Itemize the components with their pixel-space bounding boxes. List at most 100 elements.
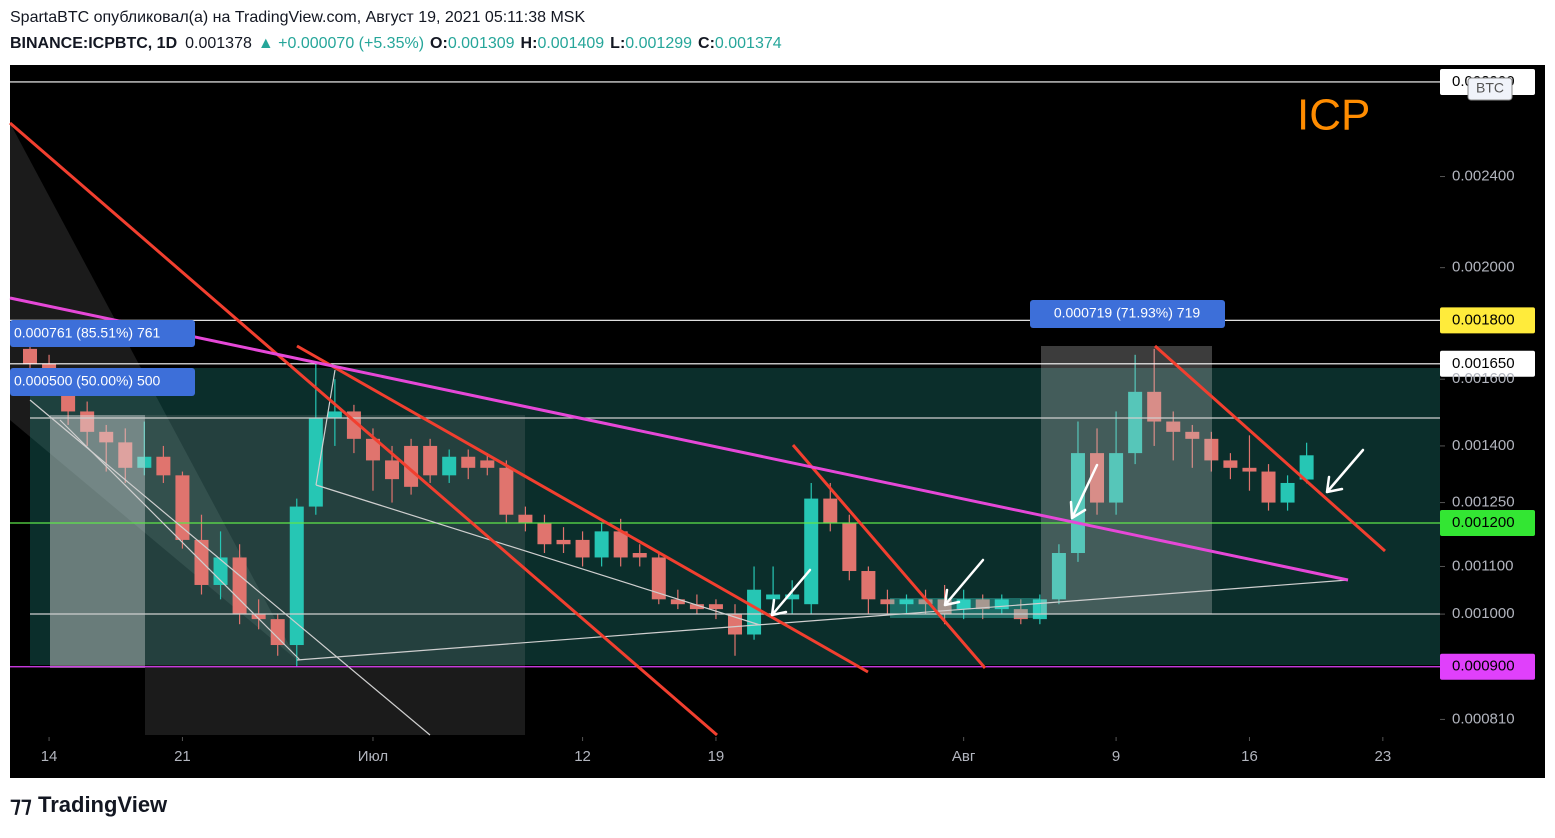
candle-body — [594, 531, 609, 558]
candle-body — [137, 456, 152, 468]
x-tick-label: 16 — [1241, 748, 1258, 765]
x-tick-label: Июл — [358, 748, 388, 765]
candle-body — [1051, 553, 1066, 600]
candle-body — [80, 411, 95, 432]
candle-body — [728, 614, 743, 635]
candle-body — [156, 456, 171, 476]
annotation-box — [10, 368, 195, 396]
annotation-box — [1030, 300, 1225, 328]
candle-body — [994, 599, 1009, 610]
candle-body — [1109, 453, 1124, 503]
candle-body — [861, 571, 876, 600]
range-box — [890, 598, 1040, 618]
annotation: 0.000761 (85.51%) 761 — [14, 325, 161, 341]
x-tick-label: 12 — [574, 748, 591, 765]
candle-body — [975, 599, 990, 610]
level-label: 0.001800 — [1452, 311, 1515, 328]
candle-body — [1090, 453, 1105, 503]
candle-body — [1261, 471, 1276, 503]
candle-body — [423, 445, 438, 476]
candle-body — [613, 531, 628, 558]
candle-body — [1166, 421, 1181, 432]
currency: BTC — [1476, 80, 1504, 96]
x-tick-label: 21 — [174, 748, 191, 765]
candle-body — [1185, 431, 1200, 439]
l-value: 0.001299 — [625, 35, 692, 52]
level-label: 0.001650 — [1452, 355, 1515, 372]
o-label: O: — [430, 35, 448, 52]
x-tick-label: Авг — [952, 748, 976, 765]
c-label: C: — [698, 35, 715, 52]
annotation-box — [10, 320, 195, 347]
symbol: BINANCE:ICPBTC, 1D — [10, 35, 177, 52]
candle-body — [880, 599, 895, 605]
candle-body — [118, 442, 133, 468]
y-tick-label: 0.001250 — [1452, 494, 1515, 511]
x-tick-label: 14 — [41, 748, 58, 765]
candle-body — [575, 539, 590, 558]
candle-body — [632, 553, 647, 558]
y-tick-label: 0.001000 — [1452, 605, 1515, 622]
candle-body — [175, 475, 190, 540]
candle-body — [689, 604, 704, 610]
level-label-box — [1440, 307, 1535, 334]
candle-body — [670, 599, 685, 605]
y-tick-label: 0.001600 — [1452, 370, 1515, 387]
c-value: 0.001374 — [715, 35, 782, 52]
candle-body — [308, 418, 323, 507]
arrows — [770, 448, 1365, 617]
candles — [23, 343, 1314, 667]
annotations: 0.000761 (85.51%) 761 0.000500 (50.00%) … — [10, 300, 1225, 396]
candle-body — [956, 599, 971, 610]
candle-body — [1204, 438, 1219, 461]
level-label-box — [1440, 350, 1535, 377]
candle-body — [232, 557, 247, 615]
candle-body — [1242, 467, 1257, 472]
o-value: 0.001309 — [448, 35, 515, 52]
h-label: H: — [521, 35, 538, 52]
chart-title: ICP — [1297, 91, 1370, 140]
published-line: SpartaBTC опубликовал(а) на TradingView.… — [10, 9, 585, 26]
level-label-box — [1440, 653, 1535, 680]
l-label: L: — [610, 35, 625, 52]
candle-body — [823, 498, 838, 523]
level-label: 0.000900 — [1452, 658, 1515, 675]
symbol-line: BINANCE:ICPBTC, 1D 0.001378 ▲ +0.000070 (+… — [10, 35, 782, 52]
candle-body — [1147, 391, 1162, 422]
candle-body — [1223, 460, 1238, 468]
candle-body — [1128, 391, 1143, 454]
candle-body — [747, 589, 762, 635]
y-tick-label: 0.001400 — [1452, 437, 1515, 454]
trend-line — [9, 296, 1349, 582]
candle-body — [385, 460, 400, 480]
annotation: 0.000719 (71.93%) 719 — [1054, 305, 1201, 321]
candle-body — [899, 599, 914, 605]
x-tick-label: 9 — [1112, 748, 1120, 765]
level-label-box — [1440, 509, 1535, 536]
measure-box — [1041, 346, 1212, 614]
candle-body — [766, 594, 781, 600]
x-tick-label: 23 — [1374, 748, 1391, 765]
candle-body — [537, 522, 552, 545]
logo: ⁊⁊ TradingView — [10, 792, 168, 817]
candle-body — [1299, 455, 1314, 480]
candle-body — [785, 594, 800, 600]
candle-body — [518, 514, 533, 523]
candle-body — [270, 619, 285, 646]
candle-body — [251, 614, 266, 620]
candle-body — [708, 604, 723, 610]
candle-body — [327, 411, 342, 419]
candle-body — [61, 395, 76, 412]
trend-lines — [9, 121, 1386, 737]
candle-body — [842, 522, 857, 572]
y-tick-label: 0.002400 — [1452, 167, 1515, 184]
triangle — [29, 369, 1440, 736]
candle-body — [23, 348, 38, 364]
y-tick-label: 0.002000 — [1452, 259, 1515, 276]
candle-body — [804, 498, 819, 605]
candle-body — [289, 506, 304, 646]
candle-body — [194, 539, 209, 585]
